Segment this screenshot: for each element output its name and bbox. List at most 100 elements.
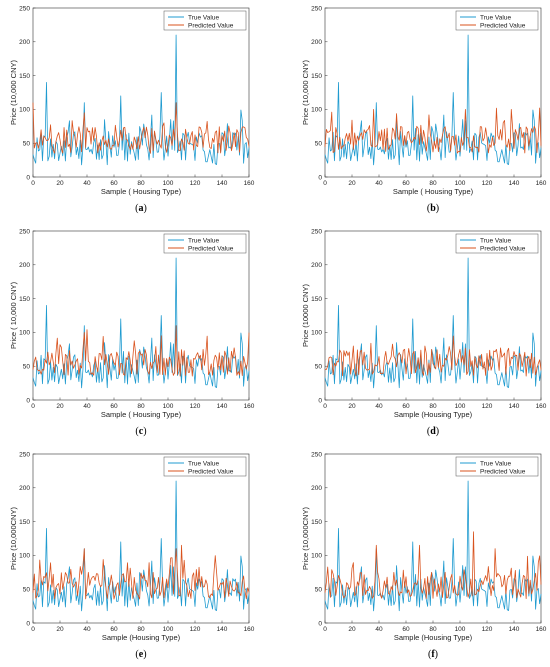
x-tick-label: 100 (163, 403, 174, 410)
chart-panel-b: 0 20 40 60 80 100 120 140 160 0 50 100 150 200 250 Samp… (301, 5, 547, 214)
x-tick-label: 100 (455, 626, 466, 633)
x-tick-label: 160 (244, 180, 255, 187)
x-tick-label: 100 (163, 180, 174, 187)
caption-letter: d (430, 426, 436, 437)
y-tick-label: 150 (19, 296, 30, 303)
x-tick-label: 80 (137, 180, 145, 187)
x-tick-label: 80 (429, 180, 437, 187)
x-axis-title: Sample (Housing Type) (394, 410, 473, 419)
legend-label: True Value (480, 237, 511, 244)
caption-letter: f (431, 649, 435, 660)
x-tick-label: 60 (402, 403, 410, 410)
x-tick-label: 40 (83, 180, 91, 187)
x-tick-label: 60 (110, 403, 118, 410)
x-tick-label: 60 (110, 180, 118, 187)
x-tick-label: 120 (190, 403, 201, 410)
y-tick-label: 50 (23, 141, 31, 148)
x-tick-label: 20 (348, 180, 356, 187)
legend-label: True Value (188, 14, 219, 21)
y-tick-label: 100 (19, 330, 30, 337)
predicted-value-line (32, 544, 250, 600)
caption-paren: ( (135, 649, 139, 660)
legend-label: Predicted Value (480, 22, 526, 29)
y-axis-title: Price ( 10,000 CNY) (9, 281, 18, 349)
x-tick-label: 160 (536, 626, 547, 633)
x-axis-title: Sample ( Housing Type) (101, 187, 182, 196)
y-tick-label: 50 (315, 364, 323, 371)
x-tick-label: 40 (375, 403, 383, 410)
y-tick-label: 150 (19, 73, 30, 80)
legend-box (455, 456, 539, 477)
legend-label: True Value (188, 460, 219, 467)
legend-box (163, 233, 247, 254)
predicted-value-line (32, 102, 250, 154)
caption-paren: ( (427, 203, 431, 214)
y-tick-label: 50 (23, 587, 31, 594)
x-axis-title: Sample (Housing Type) (394, 633, 473, 642)
legend-label: Predicted Value (188, 468, 234, 475)
x-tick-label: 140 (509, 626, 520, 633)
panel-caption: (c) (135, 426, 146, 437)
x-tick-label: 0 (323, 626, 327, 633)
chart-panel-a: 0 20 40 60 80 100 120 140 160 0 50 100 150 200 250 Samp… (9, 5, 255, 214)
legend-label: True Value (188, 237, 219, 244)
x-tick-label: 140 (217, 180, 228, 187)
x-tick-label: 0 (323, 180, 327, 187)
x-tick-label: 20 (348, 403, 356, 410)
caption-paren: ( (428, 649, 432, 660)
y-tick-label: 250 (19, 5, 30, 12)
x-tick-label: 20 (348, 626, 356, 633)
plot-frame (32, 453, 250, 624)
y-tick-label: 50 (315, 141, 323, 148)
y-tick-label: 50 (315, 587, 323, 594)
x-tick-label: 140 (509, 180, 520, 187)
y-axis-title: Price (10,000 CNY) (301, 59, 310, 125)
x-tick-label: 40 (83, 403, 91, 410)
y-tick-label: 250 (311, 451, 322, 458)
legend-label: True Value (480, 460, 511, 467)
y-tick-label: 150 (311, 296, 322, 303)
y-tick-label: 100 (311, 107, 322, 114)
y-axis-title: Price (10,000CNY) (9, 507, 18, 570)
x-tick-label: 80 (429, 626, 437, 633)
true-value-line (324, 34, 542, 166)
x-axis-title: Sample (Housing Type) (102, 633, 181, 642)
y-tick-label: 0 (26, 397, 30, 404)
panel-caption: (b) (427, 203, 439, 214)
y-tick-label: 100 (19, 553, 30, 560)
y-tick-label: 50 (23, 364, 31, 371)
x-tick-label: 40 (375, 626, 383, 633)
chart-panel-f: 0 20 40 60 80 100 120 140 160 0 50 100 150 200 250 Samp… (301, 451, 547, 660)
x-tick-label: 140 (217, 403, 228, 410)
plot-frame (324, 230, 542, 401)
predicted-value-line (32, 325, 250, 377)
y-axis-title: Price (10000 CNY) (301, 284, 310, 347)
y-tick-label: 250 (19, 451, 30, 458)
caption-letter: e (139, 649, 144, 660)
legend-box (163, 10, 247, 31)
x-tick-label: 0 (31, 403, 35, 410)
plot-frame (32, 230, 250, 401)
caption-paren: ) (143, 426, 146, 437)
y-tick-label: 0 (318, 397, 322, 404)
y-tick-label: 0 (26, 620, 30, 627)
y-axis-title: Price (10,000CNY) (301, 507, 310, 570)
x-tick-label: 160 (244, 403, 255, 410)
caption-paren: ) (143, 649, 146, 660)
chart-panel-c: 0 20 40 60 80 100 120 140 160 0 50 100 150 200 250 Samp… (9, 228, 255, 437)
x-tick-label: 80 (429, 403, 437, 410)
legend-label: Predicted Value (480, 245, 526, 252)
plot-frame (32, 7, 250, 178)
x-tick-label: 0 (31, 180, 35, 187)
x-tick-label: 20 (56, 626, 64, 633)
x-tick-label: 80 (137, 403, 145, 410)
caption-paren: ) (144, 203, 147, 214)
x-axis-title: Sample ( Housing Type) (393, 187, 474, 196)
y-tick-label: 250 (311, 228, 322, 235)
